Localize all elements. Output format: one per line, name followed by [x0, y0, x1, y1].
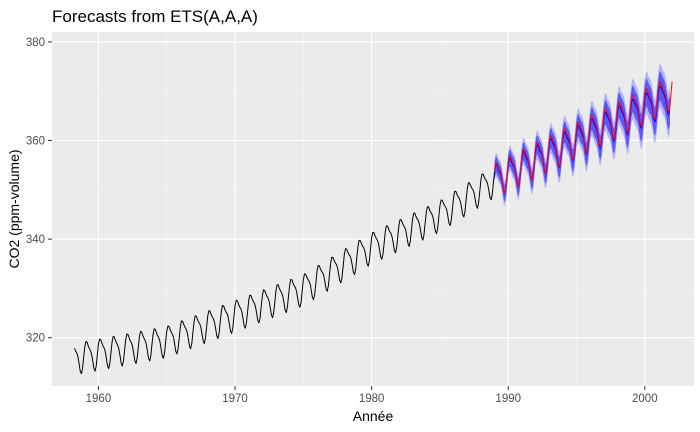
- y-tick-label: 320: [26, 333, 45, 345]
- chart-title: Forecasts from ETS(A,A,A): [52, 7, 258, 26]
- minor-gridlines: [52, 32, 694, 386]
- y-axis-ticks: 320 340 360 380: [26, 37, 52, 345]
- x-tick-label: 2000: [632, 393, 658, 405]
- x-tick-label: 1960: [86, 393, 112, 405]
- x-tick-label: 1980: [359, 393, 385, 405]
- x-tick-label: 1990: [495, 393, 521, 405]
- series-line-actual-holdout: [494, 81, 673, 195]
- series-line-forecast-mean: [494, 85, 671, 195]
- y-axis-title: CO2 (ppm-volume): [6, 149, 22, 268]
- series-line-observed: [74, 171, 496, 375]
- y-tick-label: 340: [26, 234, 45, 246]
- x-axis-ticks: 1960 1970 1980 1990 2000: [86, 386, 658, 405]
- x-axis-title: Année: [353, 408, 394, 424]
- series-lines: [74, 81, 673, 375]
- x-tick-label: 1970: [222, 393, 248, 405]
- y-tick-label: 380: [26, 37, 45, 49]
- y-tick-label: 360: [26, 135, 45, 147]
- panel-background: [52, 32, 694, 386]
- interval-band-80pct: [494, 71, 670, 202]
